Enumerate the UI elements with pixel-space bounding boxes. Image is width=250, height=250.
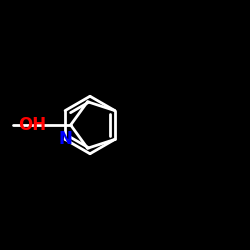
Text: N: N [58, 130, 72, 148]
Text: OH: OH [18, 116, 46, 134]
